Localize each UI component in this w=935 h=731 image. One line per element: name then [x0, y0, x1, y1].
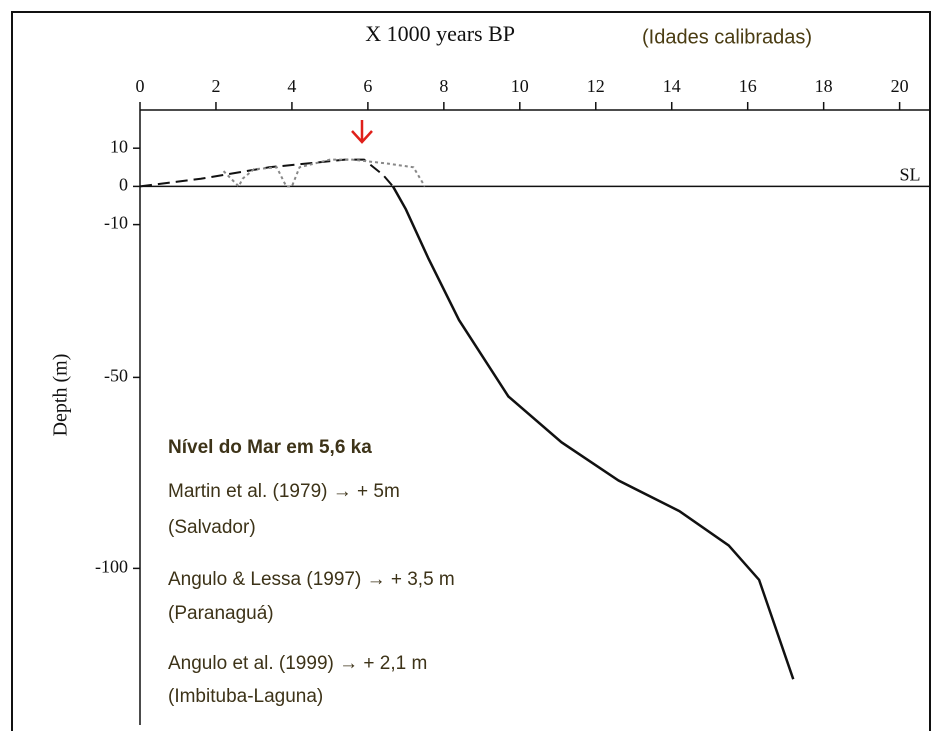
sea-level-curve	[391, 185, 795, 680]
x-tick-label: 0	[136, 76, 145, 96]
annotation: (Paranaguá)	[168, 603, 274, 624]
sea-level-curve	[139, 158, 394, 188]
y-axis-label: Depth (m)	[50, 354, 72, 437]
x-tick-label: 10	[511, 76, 529, 96]
annotation: Angulo et al. (1999) → + 2,1 m	[168, 653, 427, 674]
x-tick-label: 12	[587, 76, 605, 96]
arrow	[351, 120, 373, 144]
x-tick-label: 6	[363, 76, 372, 96]
x-tick-label: 4	[287, 76, 296, 96]
y-tick-label: 0	[119, 175, 128, 195]
frame	[11, 11, 931, 731]
y-tick-label: -100	[95, 557, 128, 577]
chart-title: X 1000 years BP	[365, 21, 515, 46]
y-tick-label: -50	[104, 366, 128, 386]
x-tick-label: 20	[891, 76, 909, 96]
x-tick-label: 14	[663, 76, 681, 96]
chart-subtitle: (Idades calibradas)	[642, 26, 812, 48]
sea-level-curve	[222, 158, 426, 189]
annotation: Nível do Mar em 5,6 ka	[168, 437, 372, 458]
x-tick-label: 2	[211, 76, 220, 96]
annotation: (Imbituba-Laguna)	[168, 686, 323, 707]
y-tick-label: -10	[104, 213, 128, 233]
x-tick-label: 18	[815, 76, 833, 96]
zero-label: SL	[899, 165, 920, 185]
x-tick-label: 16	[739, 76, 757, 96]
annotation: Angulo & Lessa (1997) → + 3,5 m	[168, 569, 455, 590]
annotation: (Salvador)	[168, 517, 256, 538]
y-tick-label: 10	[110, 136, 128, 156]
annotation: Martin et al. (1979) → + 5m	[168, 481, 400, 502]
x-tick-label: 8	[439, 76, 448, 96]
